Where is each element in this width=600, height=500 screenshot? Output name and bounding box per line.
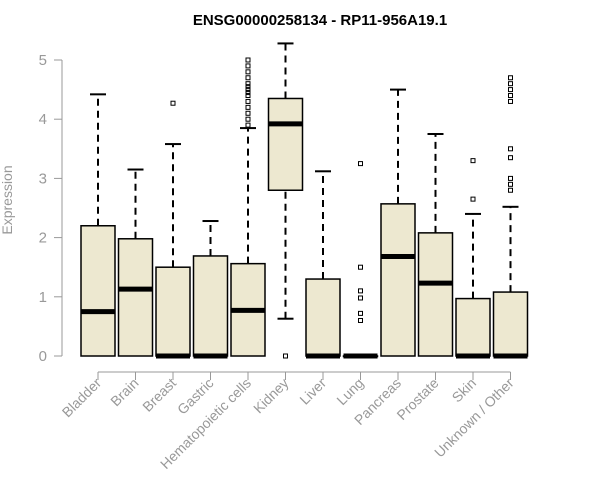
outlier-point: [245, 63, 251, 69]
box-lung: [342, 161, 379, 359]
outlier-point: [245, 57, 251, 63]
x-tick-label: Bladder: [59, 375, 105, 421]
outlier-point: [245, 110, 251, 116]
box-body: [417, 232, 454, 357]
outlier-point: [283, 353, 288, 359]
box-breast: [155, 100, 191, 359]
box-body: [455, 297, 491, 357]
box-brain: [117, 168, 154, 357]
outlier-point: [245, 69, 251, 75]
outlier-point: [358, 310, 363, 316]
outlier-point: [245, 84, 251, 90]
outlier-point: [358, 295, 363, 301]
box-body: [380, 203, 416, 357]
y-tick-label: 4: [39, 111, 47, 128]
x-tick-label: Skin: [449, 375, 480, 406]
outlier-point: [245, 75, 251, 81]
outlier-point: [358, 317, 363, 323]
outlier-point: [508, 175, 513, 181]
outlier-point: [245, 98, 251, 104]
y-tick-label: 2: [39, 230, 47, 247]
outlier-point: [470, 196, 476, 202]
box-kidney: [267, 42, 304, 359]
box-body: [117, 238, 154, 357]
x-tick-label: Brain: [107, 375, 141, 409]
outlier-point: [358, 264, 363, 270]
outlier-point: [508, 93, 513, 99]
outlier-point: [358, 161, 363, 167]
outlier-point: [508, 181, 513, 187]
box-gastric: [192, 220, 229, 359]
outlier-point: [508, 187, 513, 193]
box-body: [155, 266, 191, 357]
x-tick-label: Prostate: [393, 375, 441, 423]
outlier-point: [508, 75, 513, 81]
y-tick-label: 0: [39, 348, 47, 365]
box-body: [492, 291, 529, 357]
outlier-point: [508, 81, 513, 87]
x-tick-label: Lung: [333, 375, 366, 408]
outlier-point: [245, 87, 251, 93]
box-body: [267, 97, 304, 191]
outlier-point: [245, 104, 251, 110]
box-bladder: [80, 93, 116, 357]
y-tick-label: 5: [39, 52, 47, 69]
box-prostate: [417, 133, 454, 357]
box-unknown-other: [492, 75, 529, 359]
outlier-point: [170, 100, 176, 106]
box-pancreas: [380, 88, 416, 357]
y-tick-label: 1: [39, 289, 47, 306]
outlier-point: [508, 87, 513, 93]
outlier-point: [470, 158, 476, 164]
x-tick-label: Liver: [296, 375, 329, 408]
outlier-point: [245, 90, 251, 96]
outlier-point: [245, 93, 251, 99]
outlier-point: [508, 155, 513, 161]
y-tick-label: 3: [39, 170, 47, 187]
x-tick-label: Breast: [139, 375, 179, 415]
outlier-point: [508, 98, 513, 104]
box-skin: [455, 158, 491, 359]
box-liver: [305, 170, 341, 359]
chart-title: ENSG00000258134 - RP11-956A19.1: [193, 12, 447, 29]
outlier-point: [358, 288, 363, 294]
outlier-point: [245, 81, 251, 87]
x-tick-label: Kidney: [250, 375, 292, 417]
y-axis-label: Expression: [0, 165, 15, 234]
outlier-point: [508, 146, 513, 152]
box-body: [305, 278, 341, 357]
box-hematopoietic-cells: [230, 57, 266, 357]
outlier-point: [245, 116, 251, 122]
box-body: [192, 255, 229, 357]
outlier-point: [245, 122, 251, 128]
boxes-group: [80, 42, 529, 359]
y-axis: 0 1 2 3 4 5: [39, 52, 63, 365]
box-body: [80, 225, 116, 357]
